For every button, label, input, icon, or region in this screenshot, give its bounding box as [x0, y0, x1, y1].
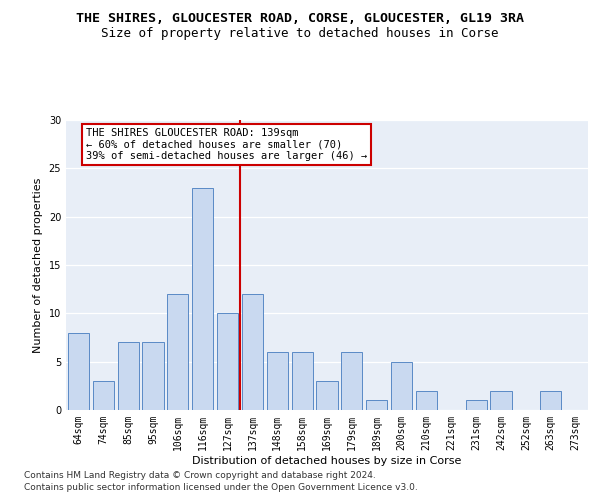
Text: Contains HM Land Registry data © Crown copyright and database right 2024.: Contains HM Land Registry data © Crown c…: [24, 471, 376, 480]
Bar: [142, 342, 164, 410]
Bar: [490, 390, 512, 410]
Text: THE SHIRES, GLOUCESTER ROAD, CORSE, GLOUCESTER, GL19 3RA: THE SHIRES, GLOUCESTER ROAD, CORSE, GLOU…: [76, 12, 524, 26]
Bar: [68, 332, 89, 410]
Bar: [242, 294, 263, 410]
X-axis label: Distribution of detached houses by size in Corse: Distribution of detached houses by size …: [193, 456, 461, 466]
Y-axis label: Number of detached properties: Number of detached properties: [33, 178, 43, 352]
Bar: [192, 188, 213, 410]
Bar: [416, 390, 437, 410]
Bar: [341, 352, 362, 410]
Bar: [292, 352, 313, 410]
Bar: [366, 400, 387, 410]
Bar: [540, 390, 561, 410]
Bar: [118, 342, 139, 410]
Bar: [466, 400, 487, 410]
Text: THE SHIRES GLOUCESTER ROAD: 139sqm
← 60% of detached houses are smaller (70)
39%: THE SHIRES GLOUCESTER ROAD: 139sqm ← 60%…: [86, 128, 367, 161]
Bar: [316, 381, 338, 410]
Bar: [93, 381, 114, 410]
Bar: [217, 314, 238, 410]
Bar: [167, 294, 188, 410]
Text: Contains public sector information licensed under the Open Government Licence v3: Contains public sector information licen…: [24, 484, 418, 492]
Text: Size of property relative to detached houses in Corse: Size of property relative to detached ho…: [101, 28, 499, 40]
Bar: [267, 352, 288, 410]
Bar: [391, 362, 412, 410]
